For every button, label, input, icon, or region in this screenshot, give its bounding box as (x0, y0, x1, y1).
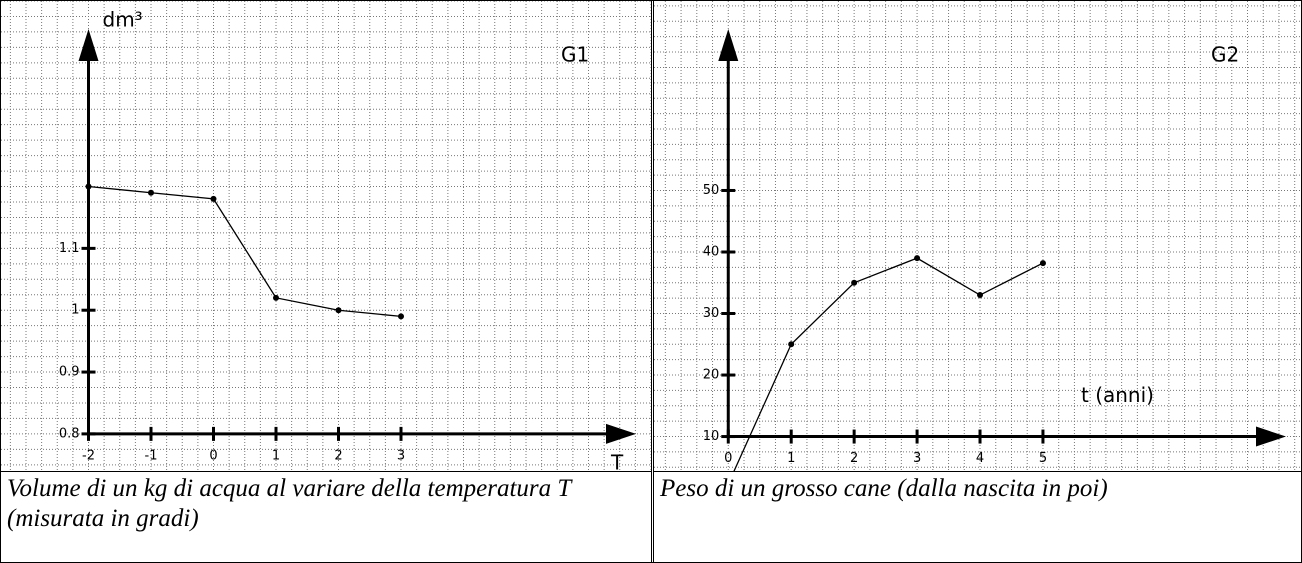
x-tick-label: 2 (334, 448, 342, 463)
y-tick-label: 10 (703, 429, 720, 444)
y-tick-label: 0.9 (59, 365, 80, 380)
point (85, 183, 92, 190)
x-tick-label: 5 (1039, 451, 1047, 466)
chart: 0 1 2 3 4 5 10 20 30 40 50 G2 t (anni) (654, 1, 1301, 471)
x-axis-label: T (610, 450, 624, 471)
x-tick-label: 1 (787, 451, 795, 466)
y-tick-label: 1 (71, 303, 79, 318)
y-tick-label: 20 (703, 368, 720, 383)
caption: Volume di un kg di acqua al variare dell… (1, 471, 651, 561)
y-tick-label: 1.1 (59, 241, 80, 256)
annotation: G2 (1211, 43, 1239, 67)
y-tick-label: 0.8 (59, 426, 80, 441)
point (210, 195, 217, 202)
point (851, 279, 858, 286)
x-tick-label: 1 (272, 448, 280, 463)
point (788, 341, 795, 348)
y-arrow (78, 29, 99, 61)
point (335, 307, 342, 314)
x-tick-label: 0 (724, 451, 732, 466)
point (977, 292, 984, 299)
x-axis-label: t (anni) (1081, 383, 1154, 407)
x-tick-label: 2 (850, 451, 858, 466)
chart: -2 -1 0 1 2 3 0.8 0.9 1 1.1 G1 dm³ T (1, 1, 651, 471)
point (1039, 260, 1046, 267)
x-arrow (606, 423, 636, 444)
y-axis-label: dm³ (103, 8, 143, 32)
point (148, 189, 154, 196)
annotation: G1 (561, 43, 589, 67)
x-tick-label: 4 (976, 451, 984, 466)
y-arrow (718, 29, 739, 61)
caption: Peso di un grosso cane (dalla nascita in… (654, 471, 1301, 561)
point (914, 255, 921, 262)
point (273, 294, 279, 301)
panel: 0 1 2 3 4 5 10 20 30 40 50 G2 t (anni) Peso di un gr… (651, 1, 1301, 562)
series-line (88, 185, 402, 318)
point (398, 313, 404, 320)
y-tick-label: 50 (703, 183, 720, 198)
y-tick-label: 30 (703, 306, 720, 321)
x-tick-label: -1 (145, 448, 158, 463)
x-tick-label: 0 (209, 448, 217, 463)
y-tick-label: 40 (703, 244, 720, 259)
x-tick-label: 3 (397, 448, 405, 463)
x-tick-label: -2 (82, 448, 95, 463)
x-tick-label: 3 (913, 451, 921, 466)
panel: -2 -1 0 1 2 3 0.8 0.9 1 1.1 G1 dm³ T Volume di un kg… (1, 1, 651, 562)
x-arrow (1256, 426, 1286, 447)
series-line (733, 257, 1044, 471)
